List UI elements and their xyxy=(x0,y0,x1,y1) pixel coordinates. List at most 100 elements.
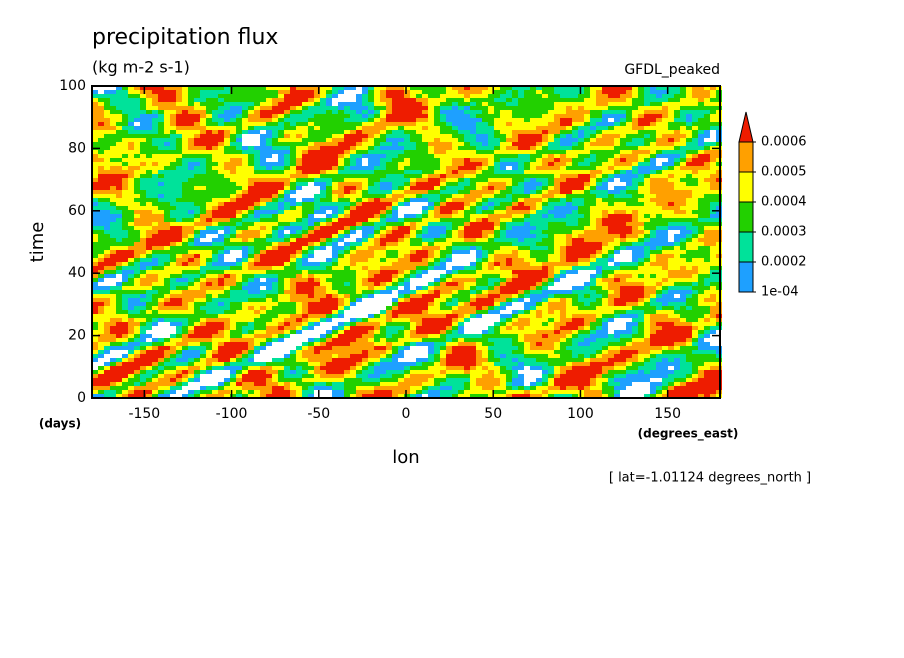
field-cell xyxy=(536,126,542,130)
field-cell xyxy=(404,114,410,118)
field-cell xyxy=(638,270,644,274)
field-cell xyxy=(200,202,206,206)
field-cell xyxy=(188,258,194,262)
field-cell xyxy=(224,146,230,150)
field-cell xyxy=(158,270,164,274)
field-cell xyxy=(140,262,146,266)
field-cell xyxy=(326,262,332,266)
field-cell xyxy=(488,174,494,178)
field-cell xyxy=(392,238,398,242)
field-cell xyxy=(242,230,248,234)
field-cell xyxy=(656,278,662,282)
field-cell xyxy=(152,166,158,170)
field-cell xyxy=(290,122,296,126)
field-cell xyxy=(698,86,704,90)
field-cell xyxy=(596,186,602,190)
field-cell xyxy=(194,90,200,94)
field-cell xyxy=(548,94,554,98)
field-cell xyxy=(284,138,290,142)
field-cell xyxy=(170,274,176,278)
field-cell xyxy=(284,198,290,202)
field-cell xyxy=(680,90,686,94)
field-cell xyxy=(308,130,314,134)
field-cell xyxy=(164,98,170,102)
field-cell xyxy=(122,190,128,194)
field-cell xyxy=(542,242,548,246)
field-cell xyxy=(458,218,464,222)
field-cell xyxy=(524,138,530,142)
field-cell xyxy=(458,98,464,102)
field-cell xyxy=(506,206,512,210)
field-cell xyxy=(182,130,188,134)
field-cell xyxy=(392,90,398,94)
field-cell xyxy=(344,134,350,138)
field-cell xyxy=(200,166,206,170)
field-cell xyxy=(572,210,578,214)
field-cell xyxy=(656,154,662,158)
field-cell xyxy=(452,210,458,214)
field-cell xyxy=(368,90,374,94)
field-cell xyxy=(452,86,458,90)
field-cell xyxy=(332,202,338,206)
field-cell xyxy=(242,246,248,250)
field-cell xyxy=(632,166,638,170)
field-cell xyxy=(428,258,434,262)
field-cell xyxy=(464,90,470,94)
field-cell xyxy=(704,154,710,158)
field-cell xyxy=(326,186,332,190)
field-cell xyxy=(548,110,554,114)
field-cell xyxy=(662,174,668,178)
field-cell xyxy=(146,186,152,190)
field-cell xyxy=(182,146,188,150)
field-cell xyxy=(554,158,560,162)
field-cell xyxy=(458,158,464,162)
field-cell xyxy=(188,86,194,90)
field-cell xyxy=(380,174,386,178)
field-cell xyxy=(428,142,434,146)
field-cell xyxy=(380,210,386,214)
field-cell xyxy=(248,222,254,226)
field-cell xyxy=(224,174,230,178)
field-cell xyxy=(440,190,446,194)
field-cell xyxy=(272,130,278,134)
field-cell xyxy=(326,154,332,158)
field-cell xyxy=(230,154,236,158)
field-cell xyxy=(392,166,398,170)
field-cell xyxy=(206,94,212,98)
field-cell xyxy=(356,198,362,202)
field-cell xyxy=(452,166,458,170)
field-cell xyxy=(698,190,704,194)
field-cell xyxy=(518,142,524,146)
field-cell xyxy=(260,254,266,258)
field-cell xyxy=(320,102,326,106)
field-cell xyxy=(392,114,398,118)
field-cell xyxy=(254,234,260,238)
field-cell xyxy=(278,126,284,130)
field-cell xyxy=(428,106,434,110)
field-cell xyxy=(476,210,482,214)
field-cell xyxy=(356,226,362,230)
field-cell xyxy=(698,266,704,270)
field-cell xyxy=(518,174,524,178)
field-cell xyxy=(146,190,152,194)
field-cell xyxy=(614,190,620,194)
field-cell xyxy=(656,246,662,250)
field-cell xyxy=(656,142,662,146)
field-cell xyxy=(536,110,542,114)
field-cell xyxy=(668,110,674,114)
field-cell xyxy=(194,270,200,274)
field-cell xyxy=(278,166,284,170)
field-cell xyxy=(452,218,458,222)
field-cell xyxy=(476,274,482,278)
field-cell xyxy=(302,150,308,154)
field-cell xyxy=(374,94,380,98)
field-cell xyxy=(266,274,272,278)
field-cell xyxy=(548,270,554,274)
field-cell xyxy=(602,178,608,182)
field-cell xyxy=(110,126,116,130)
field-cell xyxy=(710,270,716,274)
field-cell xyxy=(518,186,524,190)
field-cell xyxy=(248,174,254,178)
field-cell xyxy=(164,146,170,150)
field-cell xyxy=(200,278,206,282)
